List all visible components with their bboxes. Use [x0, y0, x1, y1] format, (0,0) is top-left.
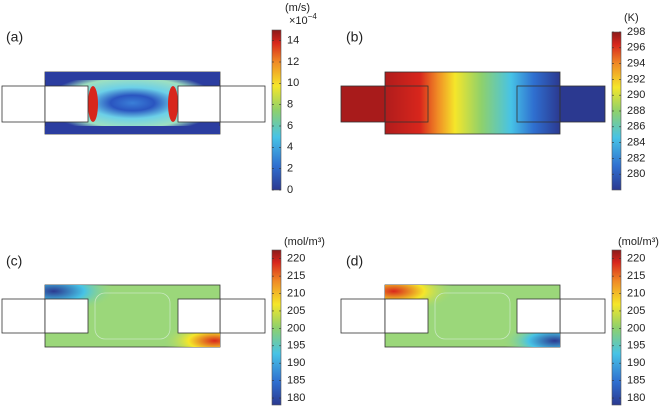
field-b: [340, 71, 606, 135]
tick-label: 190: [627, 357, 645, 369]
tick-label: 284: [627, 137, 645, 149]
tick-label: 2: [287, 163, 293, 175]
tick-label: 185: [627, 375, 645, 387]
tick-label: 296: [627, 42, 645, 54]
tick-label: 292: [627, 73, 645, 85]
tick-label: 200: [287, 322, 305, 334]
multiplier-base: ×10: [289, 15, 308, 27]
tick-label: 195: [627, 340, 645, 352]
tick-label: 280: [627, 168, 645, 180]
unit: (m/s): [285, 2, 310, 14]
tick-label: 288: [627, 105, 645, 117]
tick-label: 215: [627, 270, 645, 282]
field-c: [1, 284, 266, 348]
tick-label: 215: [287, 270, 305, 282]
panel-label: (a): [6, 29, 23, 45]
colorbar: [611, 249, 622, 406]
panel-label: (b): [346, 29, 363, 45]
tick-label: 10: [287, 77, 299, 89]
tick-label: 290: [627, 89, 645, 101]
tick-label: 6: [287, 120, 293, 132]
tick-label: 205: [287, 305, 305, 317]
panel-label: (d): [346, 253, 363, 269]
tick-label: 210: [627, 287, 645, 299]
tick-label: 282: [627, 152, 645, 164]
tick-label: 0: [287, 184, 293, 196]
tick-label: 200: [627, 322, 645, 334]
tick-label: 190: [287, 357, 305, 369]
tick-label: 8: [287, 99, 293, 111]
unit: (K): [624, 12, 639, 24]
tick-label: 220: [287, 253, 305, 265]
field-a: [1, 71, 266, 135]
tick-label: 14: [287, 35, 299, 47]
tick-label: 286: [627, 121, 645, 133]
tick-label: 298: [627, 26, 645, 38]
tick-label: 180: [287, 392, 305, 404]
unit: (mol/m³): [618, 236, 659, 248]
tick-label: 294: [627, 58, 645, 70]
tick-label: 210: [287, 287, 305, 299]
tick-label: 220: [627, 253, 645, 265]
panel-label: (c): [6, 253, 22, 269]
tick-label: 205: [627, 305, 645, 317]
tick-label: 12: [287, 56, 299, 68]
tick-label: 195: [287, 340, 305, 352]
colorbar: [271, 249, 282, 406]
tick-label: 4: [287, 141, 293, 153]
colorbar: [271, 29, 282, 191]
tick-label: 185: [287, 375, 305, 387]
multiplier: ×10−4: [289, 12, 317, 27]
multiplier-exponent: −4: [308, 12, 318, 21]
tick-label: 180: [627, 392, 645, 404]
unit: (mol/m³): [284, 236, 325, 248]
field-d: [340, 284, 606, 348]
